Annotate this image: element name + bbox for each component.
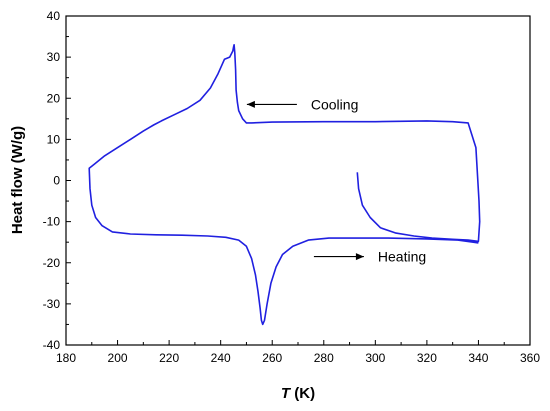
tick-group: 180 200 220 240 260 280 300 320 340 360-40-30-20-… [43,9,541,365]
y-tick-label: 20 [47,91,61,105]
x-tick-label: 240 [211,351,231,365]
annotation-group: Cooling Heating [246,96,426,265]
x-tick-label: 360 [520,351,540,365]
x-tick-label: 300 [365,351,385,365]
x-tick-label: 280 [314,351,334,365]
x-tick-label: 320 [417,351,437,365]
x-tick-label: 260 [262,351,282,365]
y-tick-label: -30 [43,297,61,311]
x-tick-label: 340 [468,351,488,365]
x-tick-label: 200 [108,351,128,365]
y-tick-label: -40 [43,338,61,352]
annotation-arrowhead [246,100,255,108]
y-tick-label: 10 [47,132,61,146]
x-axis-title: T (K) [281,385,315,402]
x-axis-unit: (K) [290,385,315,402]
x-tick-label: 220 [159,351,179,365]
heat-flow-curve [88,43,481,326]
y-tick-label: 40 [47,9,61,23]
y-tick-label: 30 [47,50,61,64]
x-tick-label: 180 [56,351,76,365]
y-tick-label: 0 [53,174,60,188]
y-tick-label: -10 [43,215,61,229]
plot-frame [65,15,531,346]
y-tick-label: -20 [43,256,61,270]
y-axis-title: Heat flow (W/g) [9,126,26,234]
x-axis-variable: T [281,385,292,402]
annotation-arrowhead [355,253,364,261]
annotation-label: Heating [378,249,426,265]
annotation-label: Cooling [311,96,358,112]
